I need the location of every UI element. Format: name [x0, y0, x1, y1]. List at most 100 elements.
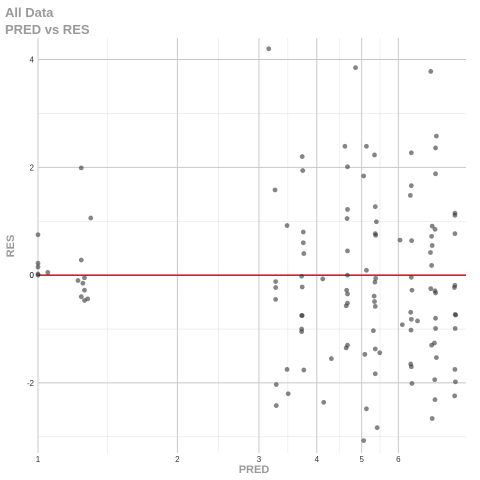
data-point [372, 299, 377, 304]
data-point [433, 315, 438, 321]
data-point [429, 233, 435, 239]
data-point [452, 285, 457, 290]
data-point [432, 226, 438, 232]
data-point [433, 355, 439, 361]
data-point [432, 377, 438, 383]
data-point [362, 351, 368, 357]
data-point [75, 278, 81, 283]
data-point [399, 322, 405, 328]
data-point [45, 270, 51, 275]
data-point [78, 165, 84, 171]
data-point [85, 296, 91, 302]
data-point [299, 329, 305, 335]
data-point [88, 215, 94, 221]
data-point [345, 248, 350, 254]
data-point [433, 133, 439, 139]
y-tick-label: 0 [30, 271, 35, 280]
data-points [35, 46, 459, 444]
data-point [408, 150, 414, 156]
data-point [429, 416, 435, 421]
data-point [372, 204, 378, 210]
data-point [409, 238, 415, 244]
data-point [273, 285, 279, 290]
chart-subtitle: PRED vs RES [5, 22, 90, 37]
data-point [301, 367, 307, 373]
x-tick-label: 2 [175, 455, 180, 464]
data-point [284, 223, 290, 228]
data-point [328, 356, 334, 362]
y-tick-label: 2 [30, 163, 35, 172]
data-point [80, 280, 86, 286]
data-point [78, 257, 84, 263]
data-point [345, 206, 350, 212]
data-point [433, 326, 438, 331]
data-point [397, 237, 403, 243]
data-point [82, 275, 87, 281]
data-point [372, 279, 378, 285]
data-point [370, 328, 376, 334]
x-tick-label: 4 [315, 455, 320, 464]
data-point [35, 264, 41, 270]
data-point [82, 287, 87, 293]
data-point [428, 69, 434, 74]
data-point [452, 326, 458, 331]
x-tick-label: 3 [257, 455, 262, 464]
data-point [372, 152, 377, 158]
data-point [409, 287, 415, 293]
y-tick-label-zero: 0 [30, 271, 35, 280]
data-point [374, 425, 380, 431]
data-point [273, 296, 279, 302]
x-tick-label: 5 [359, 455, 364, 464]
data-point [299, 273, 305, 279]
data-point [408, 364, 414, 370]
y-tick-label: -2 [27, 379, 35, 388]
data-point [373, 219, 379, 225]
data-point [344, 287, 350, 293]
data-point [301, 251, 307, 256]
data-point [429, 263, 435, 268]
data-point [453, 379, 458, 385]
data-point [372, 304, 378, 309]
data-point [273, 382, 279, 387]
data-point [408, 309, 414, 315]
data-point [345, 291, 350, 297]
x-tick-label: 1 [36, 455, 41, 464]
data-point [373, 275, 379, 281]
data-point [433, 145, 438, 151]
data-point [452, 212, 458, 218]
data-point [343, 303, 349, 309]
data-point [35, 260, 41, 266]
data-point [408, 316, 414, 322]
data-point [299, 313, 305, 318]
data-point [300, 229, 306, 235]
data-point [409, 381, 415, 386]
data-point [364, 143, 369, 149]
data-point [35, 272, 41, 278]
data-point [361, 173, 367, 179]
data-point [408, 327, 414, 333]
data-point [428, 286, 434, 292]
data-point [345, 272, 350, 278]
data-point [408, 183, 414, 189]
data-point [300, 240, 306, 246]
data-point [373, 232, 379, 238]
data-point [300, 168, 306, 173]
data-point [433, 290, 438, 296]
data-point [299, 154, 305, 159]
data-point [273, 279, 279, 285]
data-point [35, 232, 41, 238]
data-point [432, 340, 437, 346]
data-point [364, 267, 369, 273]
data-point [432, 397, 438, 403]
data-point [321, 399, 327, 405]
data-point [285, 391, 291, 397]
x-axis-tick-labels: 1 2 3 4 5 6 [36, 455, 401, 464]
data-point [266, 46, 272, 52]
data-point [407, 192, 413, 198]
x-tick-label: 6 [396, 455, 401, 464]
data-point [371, 293, 377, 299]
data-point [452, 231, 458, 237]
x-axis-title: PRED [239, 464, 270, 476]
